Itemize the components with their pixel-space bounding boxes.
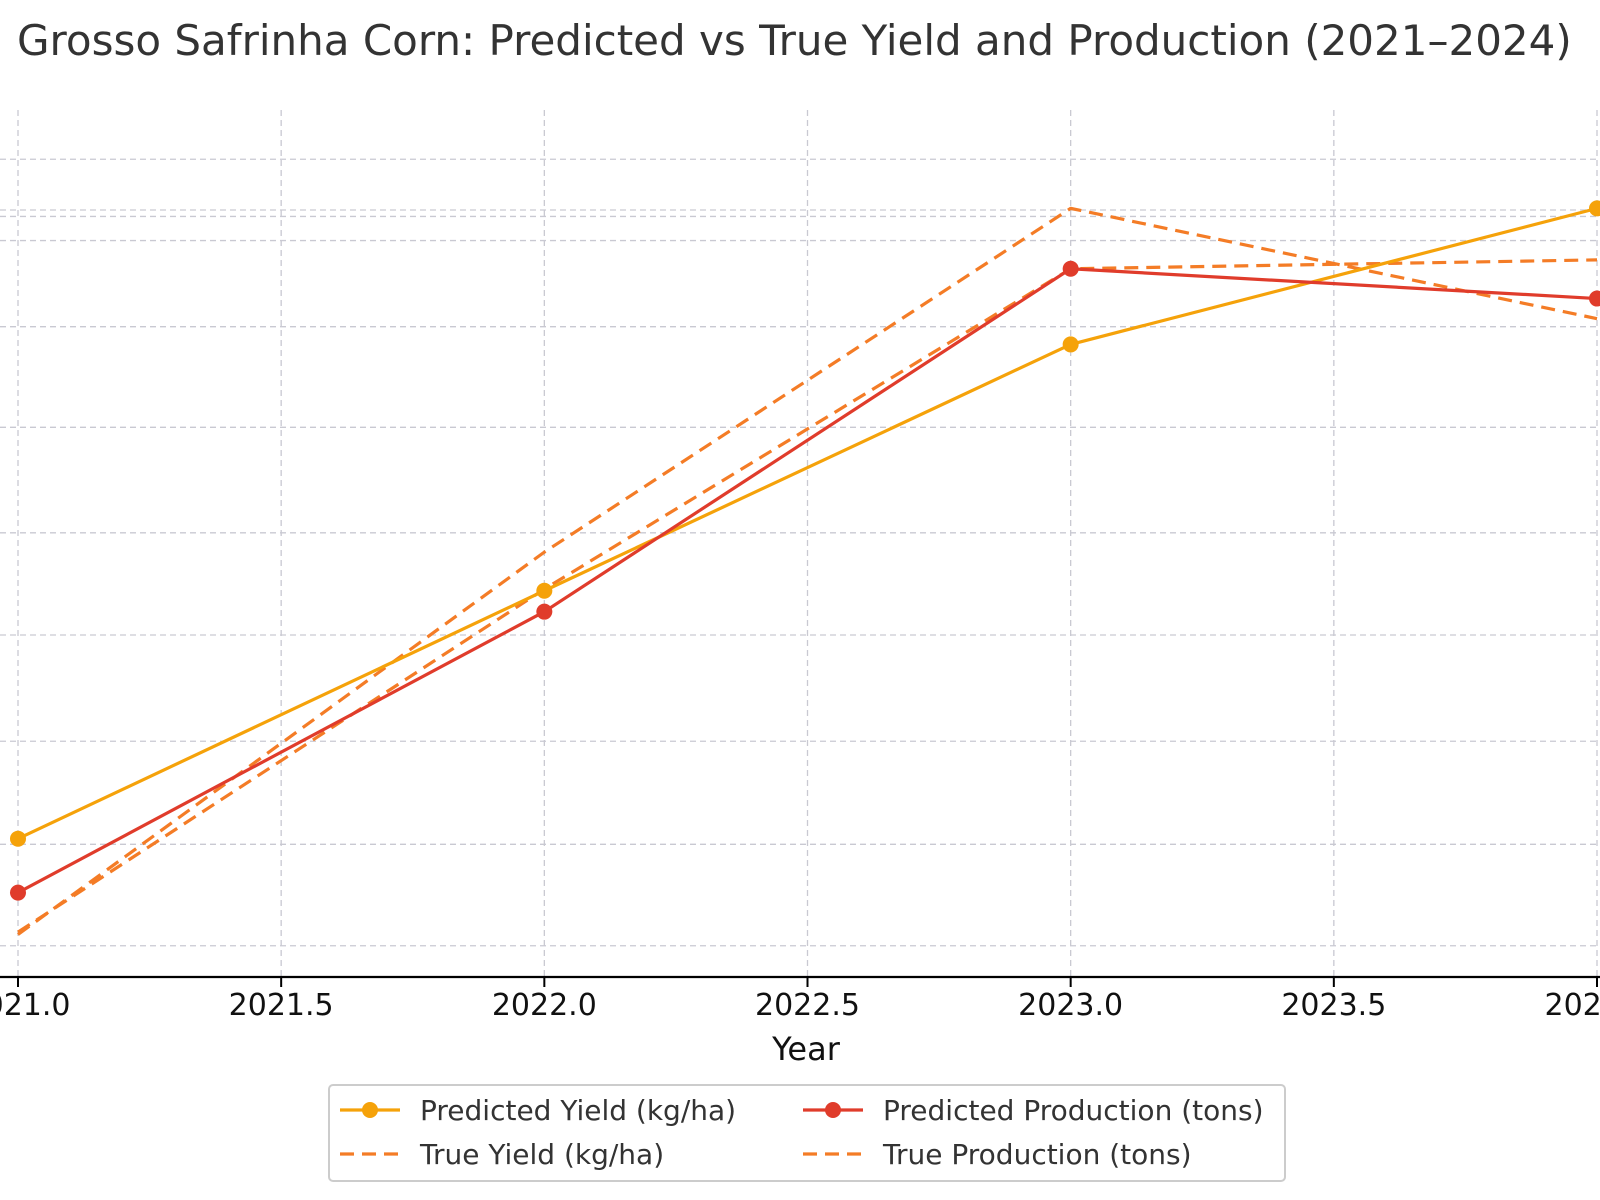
x-tick-label: 2021.5 bbox=[229, 988, 334, 1023]
legend-box bbox=[328, 1084, 1286, 1182]
x-tick-label: 2023.5 bbox=[1281, 988, 1386, 1023]
series-line bbox=[17, 267, 1598, 895]
x-axis-label: Year bbox=[771, 1030, 841, 1068]
legend-label: True Production (tons) bbox=[882, 1138, 1192, 1171]
series-line bbox=[17, 206, 1598, 841]
data-point bbox=[536, 603, 553, 620]
x-axis-ticks: 2021.0 2021.5 2022.0 2022.5 2023.0 2023.5 2024… bbox=[0, 977, 1600, 1023]
series-line bbox=[17, 206, 1598, 936]
data-point bbox=[10, 830, 26, 847]
legend-label: True Yield (kg/ha) bbox=[419, 1138, 664, 1171]
legend-marker bbox=[825, 1102, 841, 1118]
data-point bbox=[536, 582, 553, 599]
data-point bbox=[1062, 260, 1079, 277]
x-tick-label: 2021.0 bbox=[0, 988, 70, 1023]
series-lines bbox=[10, 200, 1600, 936]
data-point bbox=[1589, 290, 1600, 307]
legend-label: Predicted Production (tons) bbox=[883, 1094, 1264, 1127]
grid bbox=[0, 110, 1600, 977]
data-point bbox=[10, 884, 26, 901]
x-tick-label: 2022.0 bbox=[492, 988, 597, 1023]
data-point bbox=[1062, 336, 1079, 353]
x-tick-label: 2023.0 bbox=[1018, 988, 1123, 1023]
x-tick-label: 2022.5 bbox=[755, 988, 860, 1023]
legend-marker bbox=[362, 1102, 378, 1118]
legend: Predicted Yield (kg/ha) Predicted Product… bbox=[328, 1084, 1286, 1182]
chart-title: Grosso Safrinha Corn: Predicted vs True … bbox=[17, 16, 1572, 65]
x-tick-label: 2024.0 bbox=[1545, 988, 1600, 1023]
data-point bbox=[1589, 200, 1600, 217]
legend-label: Predicted Yield (kg/ha) bbox=[420, 1094, 736, 1127]
